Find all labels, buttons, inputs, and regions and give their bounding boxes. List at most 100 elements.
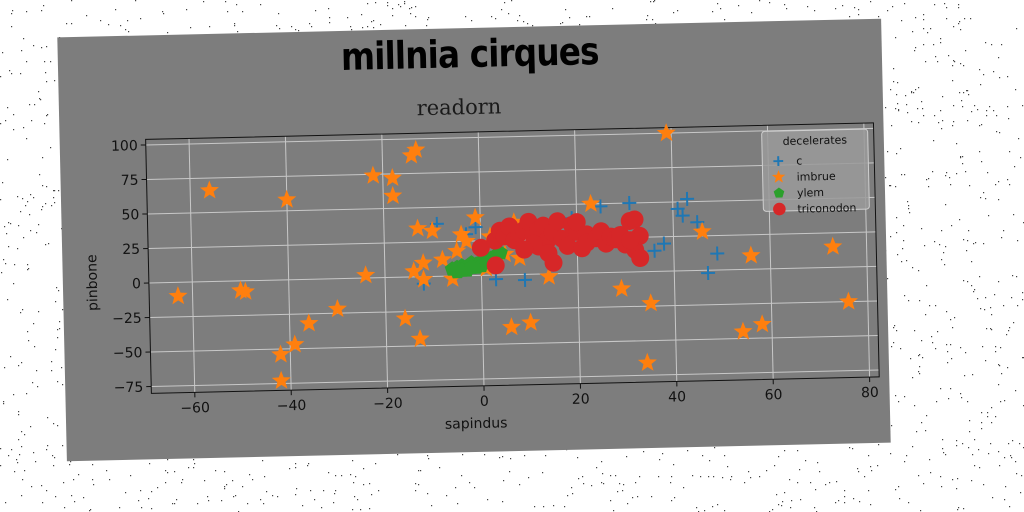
y-tick-label: −75: [114, 380, 144, 397]
point-imbrue: [823, 236, 843, 255]
figure-panel: millnia cirques readorn −60 −40 −20 0 20 40 60 8…: [57, 18, 891, 462]
point-c: [680, 191, 695, 206]
point-triconodon: [515, 240, 534, 259]
point-imbrue: [465, 207, 485, 226]
x-axis-label: sapindus: [445, 415, 508, 432]
y-tick-label: 50: [121, 207, 139, 223]
point-c: [701, 266, 716, 281]
y-gridline: [150, 334, 879, 353]
point-c: [622, 195, 637, 211]
point-imbrue: [612, 278, 632, 297]
point-imbrue: [406, 139, 426, 159]
point-imbrue: [456, 231, 476, 250]
point-imbrue: [733, 321, 753, 340]
point-c: [710, 246, 725, 261]
point-c: [675, 208, 690, 223]
y-gridline: [149, 300, 878, 318]
x-tick-label: 40: [668, 389, 686, 405]
scatter-chart: readorn −60 −40 −20 0 20 40 60 80 −75 −50 −25 0 25 50 7…: [84, 94, 880, 433]
point-imbrue: [395, 308, 415, 327]
point-imbrue: [443, 268, 463, 288]
y-tick-label: 25: [122, 242, 140, 258]
point-imbrue: [502, 317, 522, 336]
y-tick-label: −25: [112, 311, 142, 328]
point-imbrue: [404, 261, 424, 280]
point-imbrue: [414, 269, 434, 288]
x-gridline: [284, 136, 292, 391]
point-imbrue: [656, 123, 676, 142]
point-triconodon: [621, 231, 640, 250]
point-imbrue: [235, 281, 255, 301]
plot-area: [145, 122, 880, 394]
y-tick-label: 0: [132, 276, 141, 292]
point-ylem: [463, 259, 480, 274]
y-tick-label: −50: [113, 345, 143, 362]
point-triconodon: [567, 213, 586, 232]
point-triconodon: [625, 210, 644, 229]
point-imbrue: [382, 168, 402, 187]
point-imbrue: [199, 180, 219, 199]
x-gridline: [670, 127, 678, 382]
point-imbrue: [741, 245, 761, 264]
point-c: [647, 243, 662, 258]
point-imbrue: [432, 249, 452, 268]
point-triconodon: [471, 238, 490, 257]
point-imbrue: [839, 291, 859, 310]
y-axis-label: pinbone: [84, 254, 101, 311]
point-imbrue: [752, 314, 772, 333]
legend-label-imbrue: imbrue: [797, 170, 837, 184]
point-imbrue: [637, 352, 657, 372]
x-tick-label: −20: [373, 396, 403, 413]
y-gridline: [145, 127, 874, 146]
point-imbrue: [521, 312, 541, 331]
chart-title: readorn: [416, 94, 501, 120]
series-triconodon: [471, 210, 650, 275]
x-tick-label: 0: [480, 394, 489, 410]
point-imbrue: [363, 165, 383, 184]
legend-marker-ylem: [773, 187, 785, 198]
point-imbrue: [410, 328, 430, 348]
point-imbrue: [277, 189, 297, 208]
point-imbrue: [641, 293, 661, 312]
x-gridline: [381, 134, 389, 389]
legend-marker-triconodon: [773, 202, 786, 216]
point-imbrue: [413, 252, 433, 272]
point-triconodon: [544, 253, 563, 272]
point-imbrue: [539, 266, 559, 285]
point-imbrue: [271, 344, 291, 363]
y-gridline: [147, 196, 876, 215]
point-c: [593, 199, 608, 214]
point-imbrue: [447, 241, 467, 260]
point-imbrue: [356, 265, 376, 284]
point-triconodon: [631, 248, 650, 267]
y-tick-label: 75: [121, 173, 139, 189]
point-imbrue: [327, 299, 347, 318]
y-gridline: [146, 162, 875, 180]
point-imbrue: [383, 185, 403, 205]
x-tick-label: −60: [180, 400, 210, 417]
legend-title: decelerates: [782, 134, 847, 148]
point-imbrue: [271, 370, 291, 389]
x-tick-label: −40: [277, 398, 307, 415]
point-imbrue: [168, 286, 188, 305]
point-imbrue: [285, 334, 305, 353]
point-imbrue: [422, 220, 442, 240]
point-c: [468, 220, 483, 235]
point-triconodon: [486, 256, 505, 275]
point-imbrue: [692, 221, 712, 240]
point-imbrue: [581, 193, 601, 213]
plot-frame: [145, 122, 880, 394]
legend-box: [761, 128, 870, 212]
legend-marker-c: [773, 156, 784, 166]
point-c: [656, 236, 672, 251]
x-gridline: [574, 129, 581, 384]
x-tick-label: 60: [764, 387, 782, 403]
legend-label-ylem: ylem: [797, 186, 824, 200]
x-tick-label: 80: [861, 385, 879, 401]
point-c: [489, 272, 504, 287]
point-c: [517, 272, 532, 287]
x-tick-label: 20: [572, 391, 590, 407]
legend-label-triconodon: triconodon: [797, 201, 856, 215]
legend-marker-imbrue: [771, 170, 786, 183]
